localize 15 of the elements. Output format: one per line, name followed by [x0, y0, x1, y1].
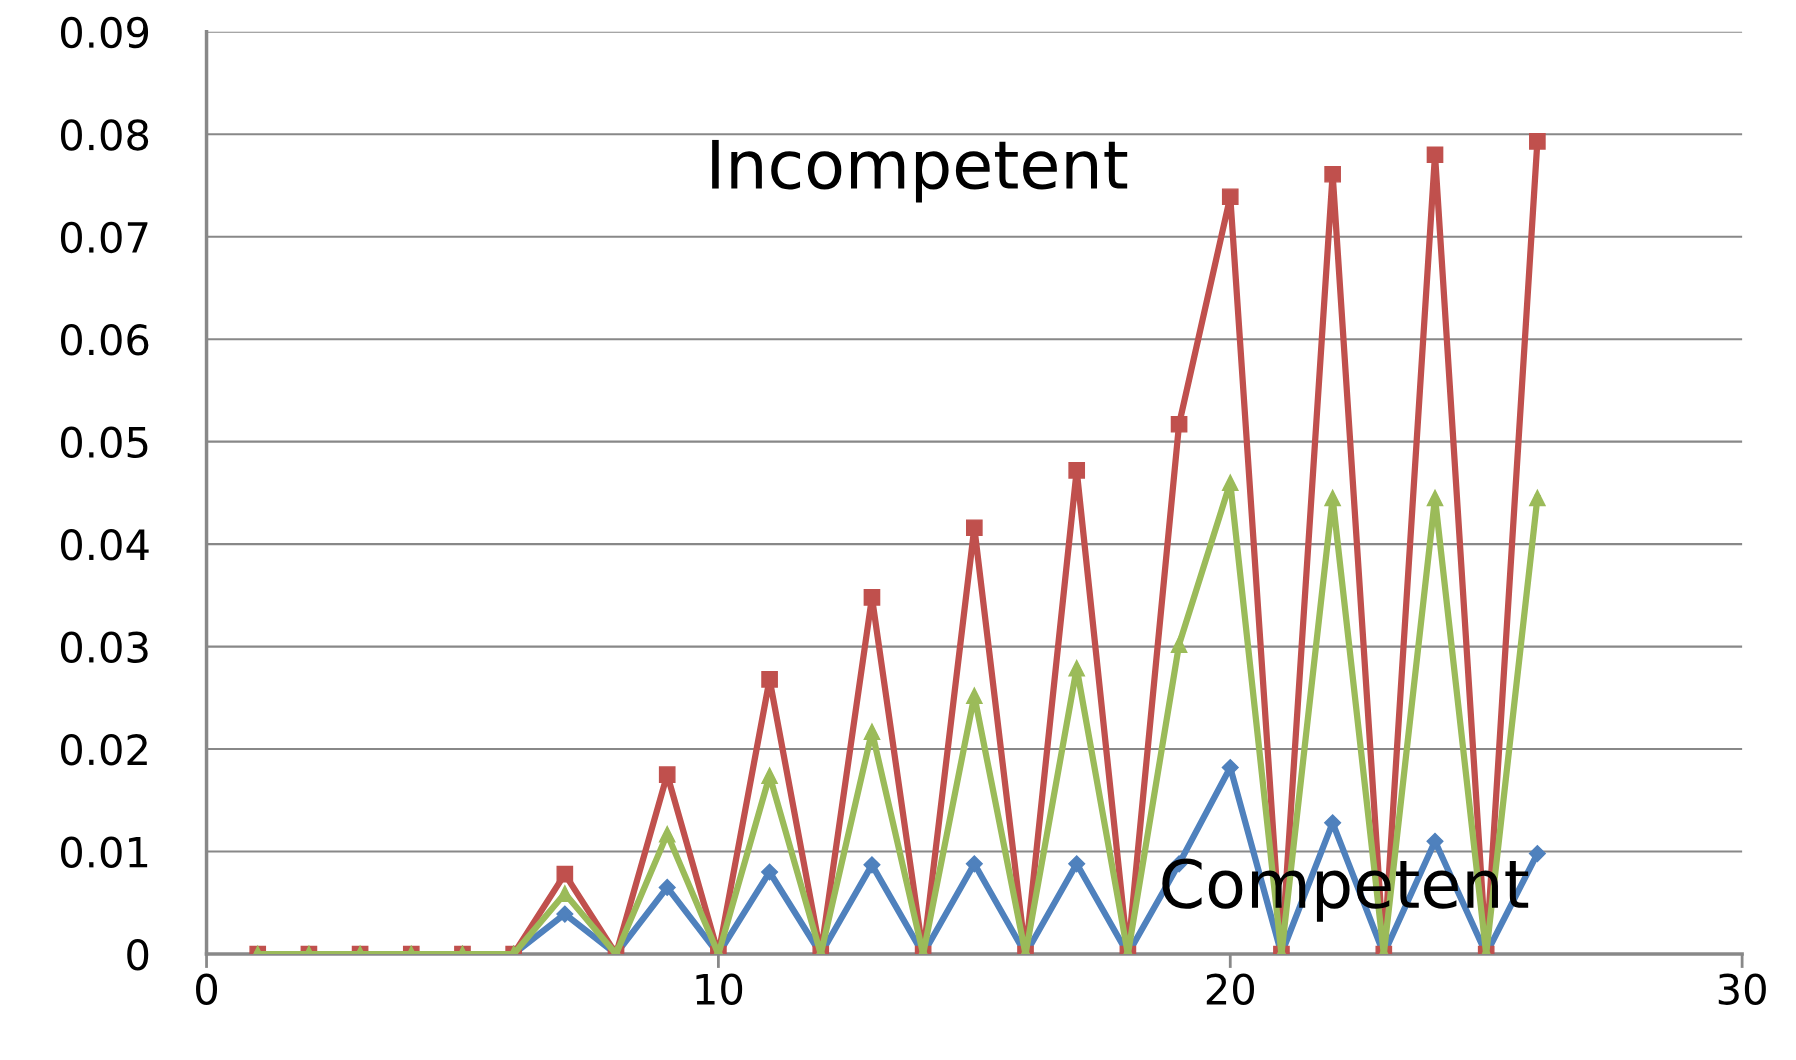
- y-tick-label: 0: [127, 938, 149, 971]
- x-tick-label: 30: [1718, 973, 1766, 1005]
- y-tick-label: 0.04: [60, 529, 149, 561]
- x-tick-label: 10: [696, 973, 743, 1005]
- y-tick-label: 0.02: [60, 733, 147, 766]
- y-tick-label: 0.01: [60, 836, 148, 868]
- annotation: Incompetent: [712, 139, 1128, 203]
- x-tick-label: 20: [1206, 973, 1254, 1005]
- y-tick-label: 0.05: [60, 426, 148, 459]
- y-tick-label: 0.07: [60, 221, 148, 254]
- x-tick-label: 0: [196, 973, 218, 1005]
- y-tick-label: 0.06: [60, 324, 149, 356]
- y-tick-label: 0.03: [60, 631, 148, 664]
- y-tick-label: 0.08: [60, 119, 149, 151]
- y-tick-label: 0.09: [60, 16, 149, 49]
